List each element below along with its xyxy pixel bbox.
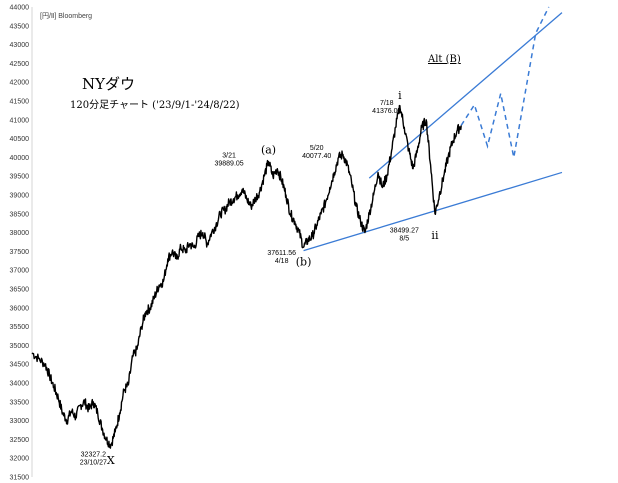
y-tick-label: 44000 xyxy=(10,5,30,12)
y-tick-label: 43500 xyxy=(10,23,30,30)
y-tick-label: 35000 xyxy=(10,343,30,350)
annotation-line: 39889.05 xyxy=(214,160,243,167)
trend-channel xyxy=(303,12,563,252)
y-tick-label: 35500 xyxy=(10,324,30,331)
chart-subtitle: 120分足チャート ('23/9/1-'24/8/22) xyxy=(70,99,240,111)
price-annotation: 5/20 40077.40 xyxy=(302,145,331,160)
wave-label: X xyxy=(107,454,115,467)
y-tick-label: 37500 xyxy=(10,249,30,256)
wave-label: ii xyxy=(431,229,439,242)
y-tick-label: 36500 xyxy=(10,287,30,294)
wave-label: i xyxy=(398,89,402,102)
y-tick-label: 34000 xyxy=(10,381,30,388)
wave-label: (b) xyxy=(296,255,312,268)
y-tick-label: 41000 xyxy=(10,117,30,124)
y-tick-label: 39500 xyxy=(10,174,30,181)
annotation-line: 7/18 xyxy=(380,100,394,107)
annotation-line: 4/18 xyxy=(275,258,289,265)
price-series xyxy=(31,104,462,449)
price-annotation: 7/18 41376.00 xyxy=(372,100,401,115)
channel-lower-line xyxy=(303,171,563,252)
wave-label: (a) xyxy=(261,144,276,157)
channel-upper-line xyxy=(368,12,563,179)
y-tick-label: 38000 xyxy=(10,230,30,237)
annotation-line: 40077.40 xyxy=(302,153,331,160)
projection-path xyxy=(460,6,550,158)
y-tick-label: 34500 xyxy=(10,362,30,369)
y-axis: 31500 32000 32500 33000 33500 34000 34500 35000… xyxy=(10,5,33,482)
y-tick-label: 32500 xyxy=(10,437,30,444)
y-tick-label: 39000 xyxy=(10,193,30,200)
y-tick-label: 37000 xyxy=(10,268,30,275)
y-tick-label: 42500 xyxy=(10,61,30,68)
wave-labels: (a)(b)iiiiiiX xyxy=(107,0,555,467)
annotation-line: 5/20 xyxy=(310,145,324,152)
y-tick-label: 36000 xyxy=(10,305,30,312)
price-annotation: 32327.2 23/10/27 xyxy=(80,451,107,466)
y-tick-label: 33500 xyxy=(10,399,30,406)
annotation-line: 8/5 xyxy=(399,236,409,243)
y-tick-label: 31500 xyxy=(10,475,30,482)
annotation-line: 41376.00 xyxy=(372,108,401,115)
y-tick-label: 38500 xyxy=(10,211,30,218)
wave-label: iii xyxy=(544,0,555,1)
annotation-line: 37611.56 xyxy=(267,250,296,257)
y-tick-label: 32000 xyxy=(10,456,30,463)
annotation-line: 38499.27 xyxy=(390,228,419,235)
source-label: [円/Ⅱ] Bloomberg xyxy=(40,12,92,20)
price-annotation: 37611.56 4/18 xyxy=(267,250,296,265)
y-tick-label: 40500 xyxy=(10,136,30,143)
annotation-line: 23/10/27 xyxy=(80,459,107,466)
annotation-line: 32327.2 xyxy=(81,451,106,458)
projection-line xyxy=(460,6,550,158)
y-tick-label: 43000 xyxy=(10,42,30,49)
y-tick-label: 42000 xyxy=(10,80,30,87)
price-annotation: 3/21 39889.05 xyxy=(214,152,243,167)
price-annotation: 38499.27 8/5 xyxy=(390,228,419,243)
y-tick-label: 40000 xyxy=(10,155,30,162)
y-tick-label: 33000 xyxy=(10,418,30,425)
y-tick-label: 41500 xyxy=(10,99,30,106)
annotation-line: 3/21 xyxy=(222,152,236,159)
annotations: 3/21 39889.05 5/20 40077.40 7/18 41376.00 3761… xyxy=(80,100,419,467)
price-line xyxy=(31,104,462,449)
alt-b-label: Alt (B) xyxy=(427,54,461,65)
chart-title: NYダウ xyxy=(82,75,135,93)
